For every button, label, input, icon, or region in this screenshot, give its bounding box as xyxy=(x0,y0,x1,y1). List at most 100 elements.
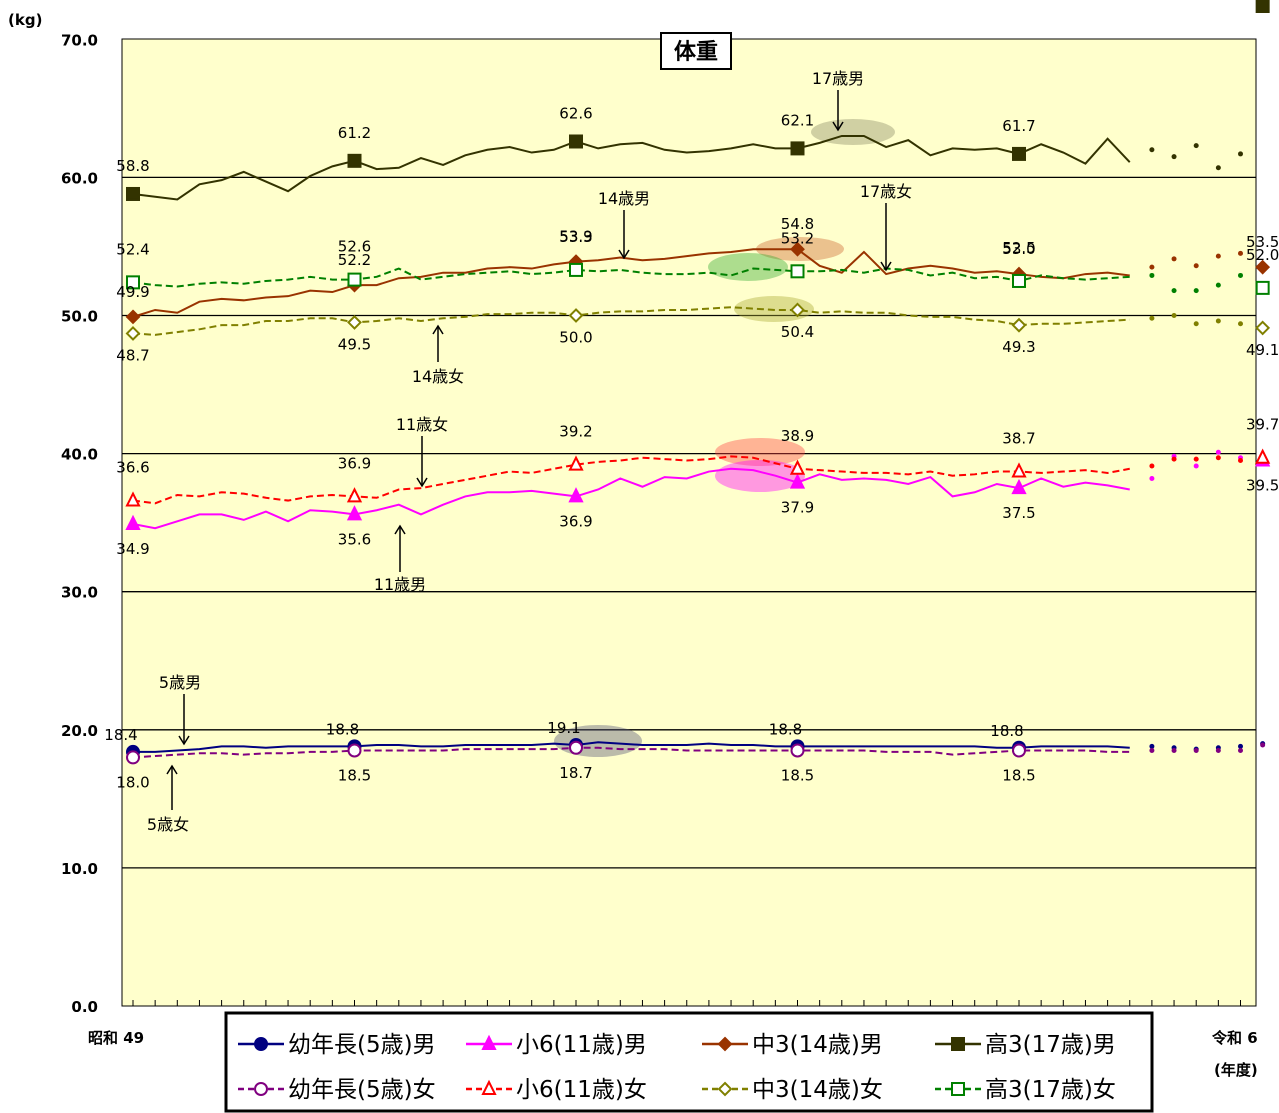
marker-1-10 xyxy=(347,743,362,758)
highlight-11m xyxy=(715,460,805,492)
data-label-3-40: 38.7 xyxy=(1002,430,1035,448)
marker-6-40 xyxy=(1012,146,1026,161)
marker-5-51 xyxy=(1255,320,1271,336)
legend-label-6: 高3(17歳)男 xyxy=(985,1032,1116,1058)
data-label-7-51: 52.0 xyxy=(1246,246,1279,264)
series-dot-3-46 xyxy=(1149,463,1155,469)
marker-7-10 xyxy=(347,272,362,287)
data-labels: 18.418.819.118.818.818.918.018.518.718.5… xyxy=(104,0,1279,791)
data-label-4-0: 49.9 xyxy=(116,283,149,301)
y-tick-label-1: 60.0 xyxy=(61,169,98,187)
marker-1-30 xyxy=(790,743,805,758)
data-label-5-0: 48.7 xyxy=(116,346,149,364)
series-dot-6-50 xyxy=(1238,151,1243,157)
series-dot-2-46 xyxy=(1149,475,1155,481)
series-dot-6-49 xyxy=(1215,165,1221,171)
series-dot-5-47 xyxy=(1171,313,1177,318)
series-dot-0-46 xyxy=(1149,743,1155,749)
series-dot-4-49 xyxy=(1215,253,1221,259)
annotations: 17歳男 14歳男 17歳女 14歳女 11歳女 11歳男 5歳男 5歳女 xyxy=(147,69,912,834)
y-tick-label-4: 30.0 xyxy=(61,584,98,602)
data-label-5-10: 49.5 xyxy=(338,335,371,353)
y-axis-unit-label: (kg) xyxy=(8,11,42,29)
legend-label-4: 中3(14歳)男 xyxy=(752,1032,883,1058)
marker-4-0 xyxy=(125,309,141,325)
series-line-7 xyxy=(132,267,1130,288)
legend-marker-1 xyxy=(254,1082,268,1096)
marker-5-30 xyxy=(790,302,805,318)
marker-3-30 xyxy=(789,459,806,475)
marker-5-10 xyxy=(347,314,362,330)
data-label-6-20: 62.6 xyxy=(559,104,592,122)
annotation-label-0: 17歳男 xyxy=(812,69,864,88)
series-dot-7-50 xyxy=(1238,272,1243,278)
marker-2-40 xyxy=(1011,478,1027,495)
marker-1-0 xyxy=(126,750,140,765)
gridlines xyxy=(122,176,1256,869)
marker-2-20 xyxy=(568,487,584,503)
series-dot-1-49 xyxy=(1215,748,1221,754)
x-axis-end-label: 令和 6 xyxy=(1212,1029,1258,1047)
series-dot-1-50 xyxy=(1238,748,1243,754)
series-dot-1-51 xyxy=(1260,742,1266,748)
legend-marker-0 xyxy=(254,1037,268,1051)
highlight-11f xyxy=(715,438,805,466)
data-label-6-10: 61.2 xyxy=(338,124,371,142)
series-dot-3-48 xyxy=(1193,456,1199,462)
data-label-4-40: 53.0 xyxy=(1002,240,1035,258)
annotation-arrowhead-7 xyxy=(166,764,178,775)
annotation-arrowhead-5 xyxy=(394,524,406,535)
marker-1-20 xyxy=(569,740,583,755)
marker-3-40 xyxy=(1011,462,1027,478)
data-label-5-20: 50.0 xyxy=(559,329,592,347)
data-label-2-51: 39.5 xyxy=(1246,477,1279,495)
marker-5-20 xyxy=(568,308,584,323)
y-tick-label-7: 0.0 xyxy=(71,998,98,1016)
y-tick-label-6: 10.0 xyxy=(61,860,98,878)
data-label-3-51: 39.7 xyxy=(1246,416,1279,434)
data-label-0-20: 19.1 xyxy=(547,719,580,737)
data-label-2-10: 35.6 xyxy=(338,530,371,548)
series-dot-7-47 xyxy=(1171,288,1177,294)
marker-2-0 xyxy=(125,514,141,531)
series-dot-0-50 xyxy=(1238,743,1243,749)
data-label-6-0: 58.8 xyxy=(116,157,149,175)
data-label-5-40: 49.3 xyxy=(1002,338,1035,356)
data-label-0-0: 18.4 xyxy=(104,726,137,744)
data-label-1-40: 18.5 xyxy=(1002,767,1035,785)
marker-7-0 xyxy=(126,275,140,290)
series-dot-1-46 xyxy=(1149,748,1155,754)
data-label-7-10: 52.6 xyxy=(338,238,371,256)
data-label-3-20: 39.2 xyxy=(559,423,592,441)
data-label-3-30: 38.9 xyxy=(781,427,814,445)
chart-title-frame xyxy=(660,32,732,70)
data-label-4-20: 53.9 xyxy=(559,228,592,246)
marker-5-40 xyxy=(1011,317,1027,333)
marker-7-20 xyxy=(569,262,583,277)
y-tick-label-3: 40.0 xyxy=(61,446,98,464)
marker-6-51 xyxy=(1255,0,1270,13)
series-markers xyxy=(125,0,1271,765)
series-dot-6-47 xyxy=(1171,154,1177,160)
data-label-6-40: 61.7 xyxy=(1002,117,1035,135)
y-tick-label-5: 20.0 xyxy=(61,722,98,740)
marker-7-30 xyxy=(790,264,805,279)
series-lines xyxy=(132,134,1266,759)
data-label-0-10: 18.8 xyxy=(326,720,359,738)
annotation-arrowhead-2 xyxy=(880,261,892,272)
series-dot-4-50 xyxy=(1238,250,1243,256)
legend-label-5: 中3(14歳)女 xyxy=(752,1077,883,1103)
series-dot-4-48 xyxy=(1193,263,1199,269)
series-dot-2-48 xyxy=(1193,463,1199,469)
series-dot-7-49 xyxy=(1215,282,1221,288)
data-label-3-10: 36.9 xyxy=(338,454,371,472)
legend-label-1: 幼年長(5歳)女 xyxy=(288,1077,436,1103)
series-dot-4-46 xyxy=(1149,264,1155,270)
legend-marker-3 xyxy=(481,1079,497,1095)
chart-title: 体重 xyxy=(674,40,718,65)
legend-marker-4 xyxy=(717,1036,733,1052)
marker-2-30 xyxy=(789,473,806,489)
series-line-6 xyxy=(132,134,1131,201)
series-dot-4-47 xyxy=(1171,256,1177,262)
series-line-4 xyxy=(132,248,1130,318)
